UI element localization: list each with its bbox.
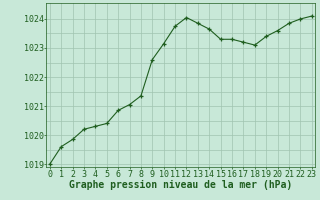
X-axis label: Graphe pression niveau de la mer (hPa): Graphe pression niveau de la mer (hPa) [69, 180, 292, 190]
